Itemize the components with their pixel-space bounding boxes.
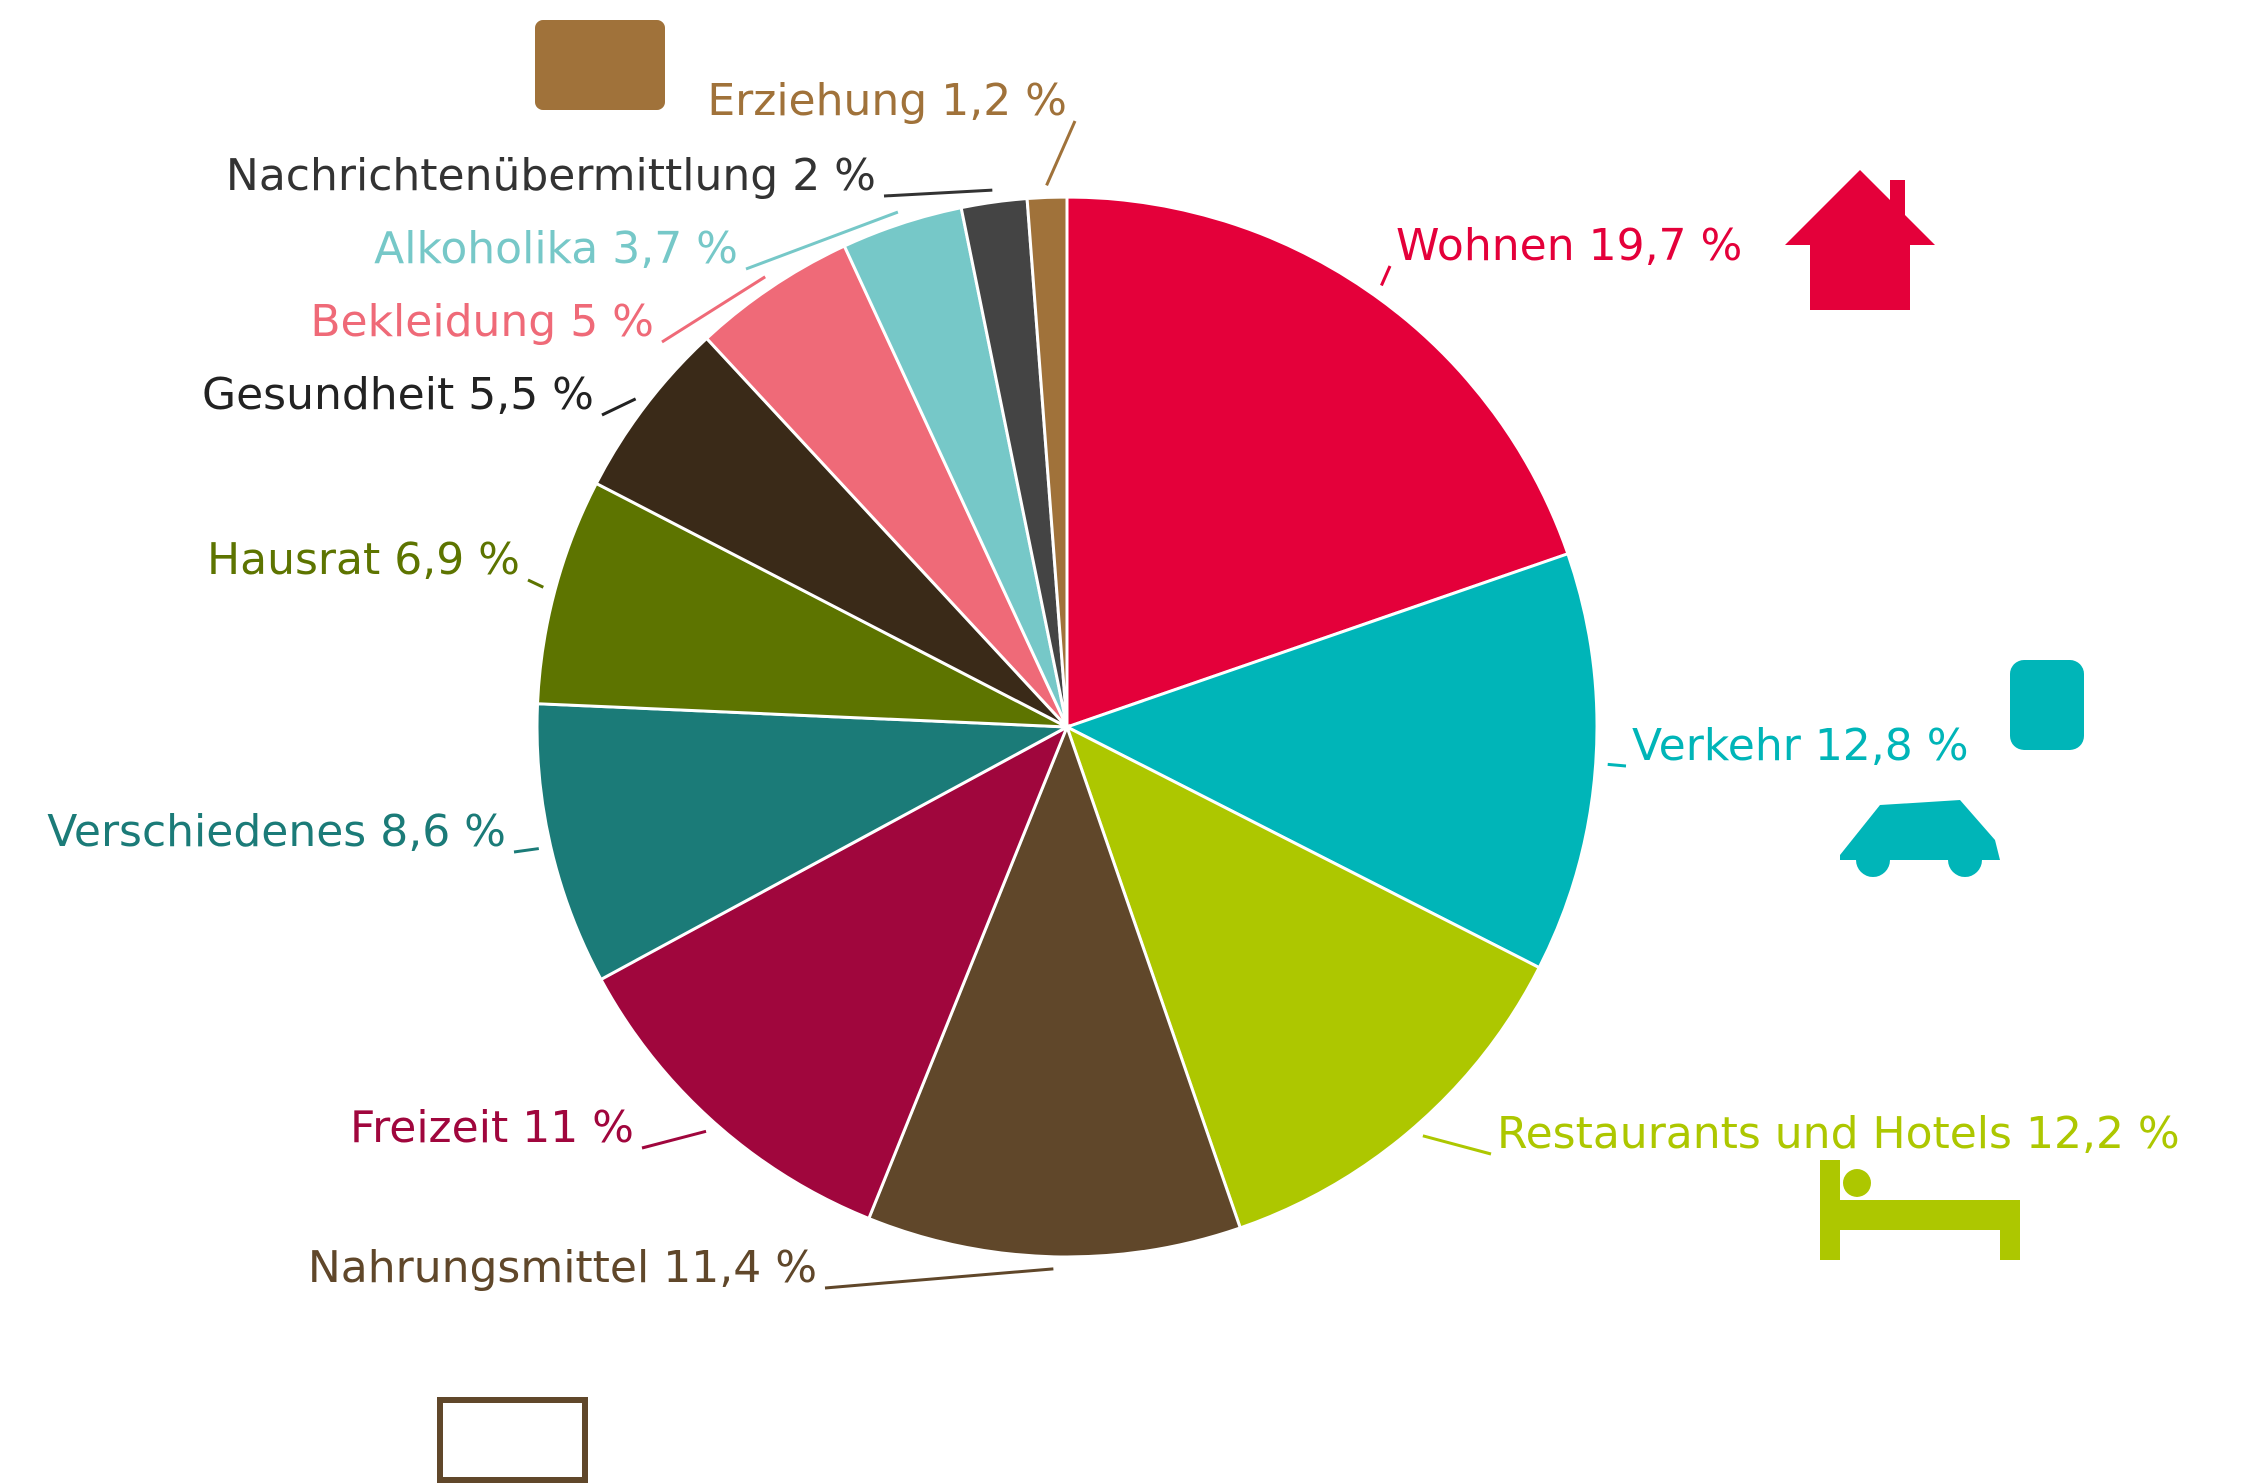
value-label: 12,2 % bbox=[2026, 1108, 2180, 1159]
slice-label: Erziehung 1,2 % bbox=[707, 75, 1067, 126]
category-name: Freizeit bbox=[350, 1102, 508, 1153]
icon-car bbox=[1840, 800, 2000, 877]
icon-bed bbox=[1820, 1160, 2020, 1260]
value-label: 2 % bbox=[792, 150, 876, 201]
category-name: Nahrungsmittel bbox=[308, 1242, 649, 1293]
category-name: Alkoholika bbox=[374, 223, 598, 274]
value-label: 19,7 % bbox=[1589, 220, 1743, 271]
category-name: Nachrichtenübermittlung bbox=[226, 150, 778, 201]
category-name: Erziehung bbox=[707, 75, 927, 126]
icon-house bbox=[1785, 170, 1935, 310]
leader-line bbox=[1422, 1134, 1492, 1156]
icon-train bbox=[2010, 660, 2084, 750]
pie-slice bbox=[535, 702, 1073, 982]
pie-slice bbox=[535, 481, 1068, 729]
pie-slice bbox=[1064, 723, 1542, 1230]
pie-slice bbox=[866, 722, 1243, 1259]
icon-book bbox=[535, 20, 665, 110]
leader-line bbox=[661, 275, 766, 344]
icon-basket bbox=[437, 1397, 588, 1483]
leader-line bbox=[513, 847, 540, 854]
category-name: Wohnen bbox=[1396, 220, 1575, 271]
leader-line bbox=[641, 1129, 707, 1150]
slice-label: Verschiedenes 8,6 % bbox=[47, 806, 506, 857]
pie-slice bbox=[704, 244, 1069, 729]
category-name: Verschiedenes bbox=[47, 806, 366, 857]
value-label: 6,9 % bbox=[394, 534, 520, 585]
category-name: Verkehr bbox=[1632, 720, 1802, 771]
pie-slice bbox=[1065, 195, 1570, 730]
slice-label: Wohnen 19,7 % bbox=[1396, 220, 1742, 271]
slice-label: Verkehr 12,8 % bbox=[1632, 720, 1969, 771]
leader-line bbox=[1607, 762, 1627, 768]
leader-line bbox=[883, 188, 993, 198]
pie-slice bbox=[1063, 551, 1599, 970]
value-label: 5 % bbox=[570, 296, 654, 347]
category-name: Gesundheit bbox=[202, 369, 454, 420]
slice-label: Nahrungsmittel 11,4 % bbox=[308, 1242, 817, 1293]
slice-label: Freizeit 11 % bbox=[350, 1102, 634, 1153]
pie-slice bbox=[598, 723, 1070, 1221]
category-name: Hausrat bbox=[207, 534, 380, 585]
leader-line bbox=[1380, 265, 1392, 287]
slice-label: Restaurants und Hotels 12,2 % bbox=[1497, 1108, 2180, 1159]
category-name: Restaurants und Hotels bbox=[1497, 1108, 2012, 1159]
leader-line bbox=[1045, 120, 1077, 186]
pie-slice bbox=[594, 336, 1069, 729]
leader-line bbox=[601, 397, 637, 417]
slice-label: Alkoholika 3,7 % bbox=[374, 223, 738, 274]
pie-slice bbox=[1025, 195, 1069, 728]
leader-line bbox=[527, 578, 544, 589]
value-label: 1,2 % bbox=[941, 75, 1067, 126]
value-label: 3,7 % bbox=[612, 223, 738, 274]
value-label: 11 % bbox=[522, 1102, 634, 1153]
value-label: 8,6 % bbox=[380, 806, 506, 857]
leader-line bbox=[745, 210, 899, 271]
slice-label: Hausrat 6,9 % bbox=[207, 534, 520, 585]
slice-label: Nachrichtenübermittlung 2 % bbox=[226, 150, 876, 201]
slice-label: Bekleidung 5 % bbox=[310, 296, 654, 347]
value-label: 11,4 % bbox=[663, 1242, 817, 1293]
value-label: 12,8 % bbox=[1815, 720, 1969, 771]
slice-label: Gesundheit 5,5 % bbox=[202, 369, 594, 420]
value-label: 5,5 % bbox=[468, 369, 594, 420]
category-name: Bekleidung bbox=[310, 296, 556, 347]
leader-line bbox=[824, 1267, 1054, 1290]
